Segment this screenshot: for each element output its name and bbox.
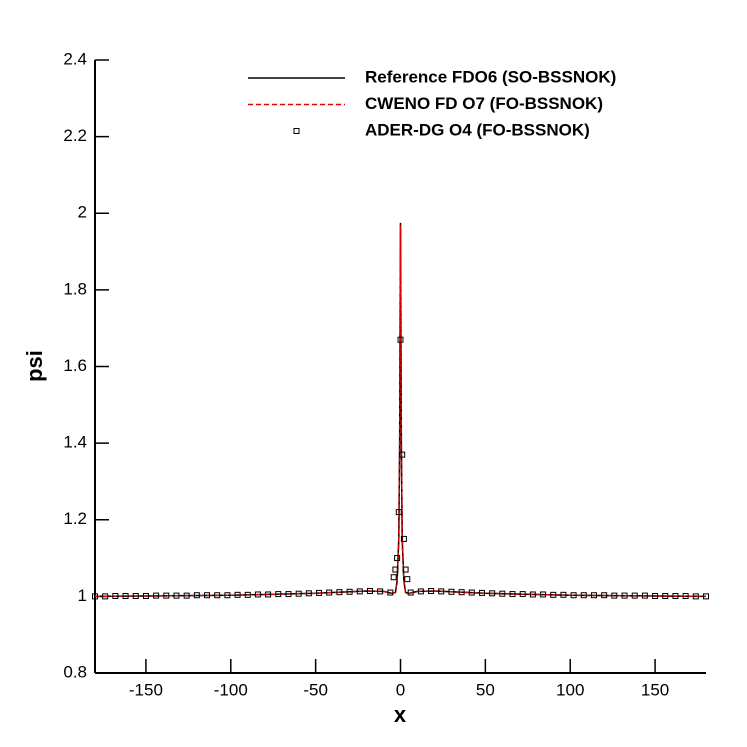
data-point	[682, 592, 689, 599]
data-point	[611, 592, 618, 599]
data-point	[550, 591, 557, 598]
data-point	[305, 590, 312, 597]
x-tick-label: 0	[396, 680, 405, 699]
data-point	[390, 574, 397, 581]
data-point	[112, 592, 119, 599]
data-point	[402, 566, 409, 573]
y-tick-label: 1.4	[63, 433, 87, 452]
data-point	[102, 593, 109, 600]
x-tick-label: 150	[641, 680, 669, 699]
data-point	[672, 592, 679, 599]
data-point	[214, 592, 221, 599]
data-point	[499, 590, 506, 597]
data-point	[394, 555, 401, 562]
data-point	[244, 591, 251, 598]
y-tick-label: 0.8	[63, 662, 87, 681]
y-tick-label: 2.2	[63, 126, 87, 145]
data-point	[295, 590, 302, 597]
data-point	[204, 592, 211, 599]
data-point	[519, 591, 526, 598]
legend-label: Reference FDO6 (SO-BSSNOK)	[365, 67, 616, 86]
data-point	[92, 593, 98, 600]
legend-label: ADER-DG O4 (FO-BSSNOK)	[365, 120, 590, 139]
data-point	[132, 592, 139, 599]
data-point	[326, 589, 333, 596]
data-line	[94, 224, 707, 598]
data-point	[570, 592, 577, 599]
y-tick-label: 1.6	[63, 356, 87, 375]
data-point	[163, 592, 170, 599]
y-tick-label: 1.8	[63, 279, 87, 298]
data-point	[173, 592, 180, 599]
data-point	[703, 593, 709, 600]
data-point	[448, 588, 455, 595]
y-tick-label: 1.2	[63, 509, 87, 528]
data-point	[183, 592, 190, 599]
data-point	[631, 592, 638, 599]
data-point	[356, 588, 363, 595]
data-point	[224, 592, 231, 599]
data-point	[601, 592, 608, 599]
data-point	[652, 592, 659, 599]
data-point	[641, 592, 648, 599]
x-tick-label: -100	[214, 680, 248, 699]
data-point	[404, 576, 411, 583]
data-point	[336, 589, 343, 596]
x-axis-label: x	[394, 702, 407, 727]
data-point	[397, 336, 404, 343]
legend-label: CWENO FD O7 (FO-BSSNOK)	[365, 94, 603, 113]
data-point	[509, 591, 516, 598]
x-tick-label: 100	[556, 680, 584, 699]
data-point	[395, 509, 402, 516]
data-point	[234, 591, 241, 598]
data-point	[265, 591, 272, 598]
data-point	[560, 591, 567, 598]
data-point	[580, 592, 587, 599]
y-axis-label: psi	[22, 350, 47, 382]
data-point	[377, 588, 384, 595]
data-point	[478, 589, 485, 596]
y-tick-label: 1	[78, 586, 87, 605]
data-point	[621, 592, 628, 599]
data-point	[590, 592, 597, 599]
data-point	[122, 592, 129, 599]
x-tick-label: 50	[476, 680, 495, 699]
data-point	[254, 591, 261, 598]
data-point	[468, 589, 475, 596]
data-point	[142, 592, 149, 599]
data-point	[399, 451, 406, 458]
data-point	[540, 591, 547, 598]
data-point	[417, 588, 424, 595]
data-point	[662, 592, 669, 599]
data-point	[193, 592, 200, 599]
data-point	[692, 593, 699, 600]
data-point	[392, 566, 399, 573]
data-point	[428, 588, 435, 595]
data-point	[285, 591, 292, 598]
y-tick-label: 2.4	[63, 49, 87, 68]
x-tick-label: -50	[303, 680, 328, 699]
data-point	[316, 589, 323, 596]
data-point	[346, 588, 353, 595]
data-point	[438, 588, 445, 595]
data-point	[275, 591, 282, 598]
data-point	[529, 591, 536, 598]
data-point	[366, 588, 373, 595]
data-point	[407, 589, 414, 596]
y-tick-label: 2	[78, 203, 87, 222]
legend-marker	[293, 128, 300, 134]
x-tick-label: -150	[129, 680, 163, 699]
data-point	[153, 592, 160, 599]
data-point	[387, 589, 394, 596]
data-point	[400, 535, 407, 542]
data-point	[489, 590, 496, 597]
data-point	[458, 589, 465, 596]
